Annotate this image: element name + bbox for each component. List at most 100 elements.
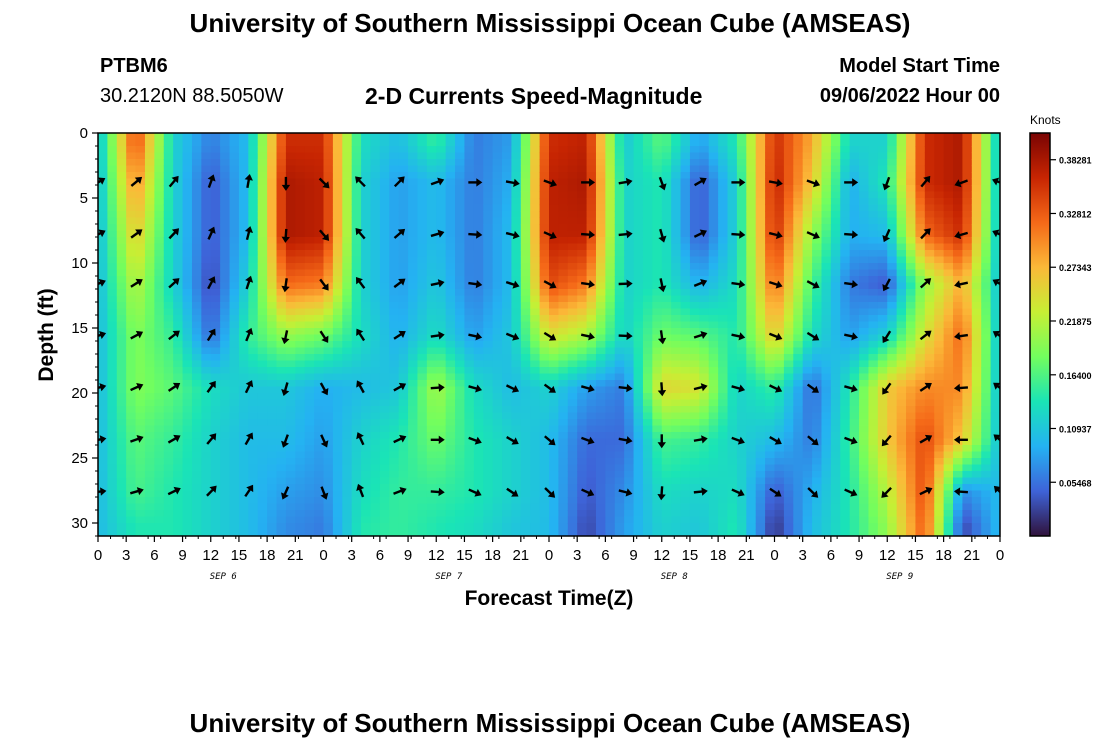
heatmap-cell xyxy=(154,282,165,290)
heatmap-cell xyxy=(577,523,588,531)
heatmap-cell xyxy=(351,490,362,498)
heatmap-cell xyxy=(220,211,231,219)
heatmap-cell xyxy=(708,191,719,199)
heatmap-cell xyxy=(154,315,165,323)
heatmap-cell xyxy=(436,432,447,440)
heatmap-cell xyxy=(426,256,437,264)
heatmap-cell xyxy=(370,464,381,472)
heatmap-cell xyxy=(436,360,447,368)
heatmap-cell xyxy=(624,263,635,271)
heatmap-cell xyxy=(821,308,832,316)
heatmap-cell xyxy=(455,178,466,186)
heatmap-cell xyxy=(539,185,550,193)
heatmap-cell xyxy=(680,523,691,531)
heatmap-cell xyxy=(191,263,202,271)
heatmap-cell xyxy=(558,185,569,193)
heatmap-cell xyxy=(445,250,456,258)
heatmap-cell xyxy=(680,185,691,193)
heatmap-cell xyxy=(229,276,240,284)
heatmap-cell xyxy=(351,172,362,180)
heatmap-cell xyxy=(201,523,212,531)
heatmap-cell xyxy=(332,263,343,271)
heatmap-cell xyxy=(671,276,682,284)
heatmap-cell xyxy=(530,185,541,193)
heatmap-cell xyxy=(370,152,381,160)
heatmap-cell xyxy=(812,295,823,303)
heatmap-cell xyxy=(614,360,625,368)
heatmap-cell xyxy=(285,347,296,355)
heatmap-cell xyxy=(436,295,447,303)
heatmap-cell xyxy=(539,451,550,459)
heatmap-cell xyxy=(248,354,259,362)
heatmap-cell xyxy=(689,250,700,258)
heatmap-cell xyxy=(210,172,221,180)
heatmap-cell xyxy=(107,198,118,206)
heatmap-cell xyxy=(426,484,437,492)
heatmap-cell xyxy=(229,172,240,180)
heatmap-cell xyxy=(98,341,108,349)
heatmap-cell xyxy=(116,263,127,271)
heatmap-cell xyxy=(210,516,221,524)
heatmap-cell xyxy=(455,484,466,492)
heatmap-cell xyxy=(595,256,606,264)
heatmap-cell xyxy=(624,308,635,316)
heatmap-cell xyxy=(511,445,522,453)
heatmap-cell xyxy=(191,451,202,459)
heatmap-cell xyxy=(351,152,362,160)
heatmap-cell xyxy=(267,458,278,466)
heatmap-cell xyxy=(567,360,578,368)
heatmap-cell xyxy=(812,191,823,199)
heatmap-cell xyxy=(323,510,334,518)
heatmap-cell xyxy=(295,445,306,453)
heatmap-cell xyxy=(455,341,466,349)
heatmap-cell xyxy=(220,308,231,316)
heatmap-cell xyxy=(154,256,165,264)
heatmap-cell xyxy=(389,425,400,433)
heatmap-cell xyxy=(229,185,240,193)
heatmap-cell xyxy=(595,380,606,388)
heatmap-cell xyxy=(342,497,353,505)
heatmap-cell xyxy=(464,256,475,264)
heatmap-cell xyxy=(530,315,541,323)
heatmap-cell xyxy=(361,198,372,206)
heatmap-cell xyxy=(464,302,475,310)
heatmap-cell xyxy=(370,139,381,147)
heatmap-cell xyxy=(605,146,616,154)
heatmap-cell xyxy=(699,211,710,219)
heatmap-cell xyxy=(614,243,625,251)
heatmap-cell xyxy=(793,204,804,212)
heatmap-cell xyxy=(361,133,372,141)
heatmap-cell xyxy=(229,393,240,401)
heatmap-cell xyxy=(464,152,475,160)
heatmap-cell xyxy=(802,224,813,232)
heatmap-cell xyxy=(558,471,569,479)
heatmap-cell xyxy=(173,191,184,199)
heatmap-cell xyxy=(793,315,804,323)
heatmap-cell xyxy=(765,295,776,303)
heatmap-cell xyxy=(558,295,569,303)
heatmap-cell xyxy=(680,373,691,381)
heatmap-cell xyxy=(314,159,325,167)
heatmap-cell xyxy=(821,334,832,342)
heatmap-cell xyxy=(455,224,466,232)
heatmap-cell xyxy=(492,204,503,212)
heatmap-cell xyxy=(708,341,719,349)
heatmap-cell xyxy=(586,237,597,245)
heatmap-cell xyxy=(144,256,155,264)
heatmap-cell xyxy=(736,302,747,310)
heatmap-cell xyxy=(840,477,851,485)
heatmap-cell xyxy=(314,165,325,173)
heatmap-cell xyxy=(285,445,296,453)
heatmap-cell xyxy=(436,503,447,511)
heatmap-cell xyxy=(483,386,494,394)
heatmap-cell xyxy=(398,373,409,381)
heatmap-cell xyxy=(426,328,437,336)
heatmap-cell xyxy=(642,198,653,206)
heatmap-cell xyxy=(342,224,353,232)
heatmap-cell xyxy=(840,315,851,323)
heatmap-cell xyxy=(370,406,381,414)
heatmap-cell xyxy=(285,399,296,407)
heatmap-cell xyxy=(614,445,625,453)
heatmap-cell xyxy=(295,237,306,245)
heatmap-cell xyxy=(511,315,522,323)
